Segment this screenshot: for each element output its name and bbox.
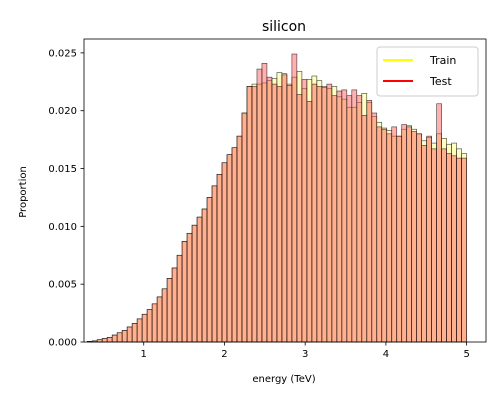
bar-test-64	[406, 126, 413, 343]
bar-test-65	[411, 131, 417, 343]
bar-test-17	[171, 267, 178, 343]
bar-test-66	[416, 133, 422, 343]
bar-test-58	[376, 126, 383, 343]
bar-test-41	[291, 53, 298, 343]
bar-test-43	[301, 79, 308, 343]
legend-box	[376, 46, 479, 97]
bar-test-45	[311, 83, 318, 343]
y-tick-label-3: 0.015	[48, 164, 77, 175]
bar-test-69	[431, 148, 437, 343]
bar-test-63	[401, 124, 408, 343]
x-tick-label-1: 2	[221, 349, 227, 360]
x-tick-label-3: 4	[383, 349, 389, 360]
bar-test-68	[426, 135, 432, 343]
y-tick-label-4: 0.020	[48, 106, 77, 117]
bar-test-3	[101, 338, 108, 343]
bar-test-57	[371, 112, 378, 343]
bar-test-29	[231, 147, 238, 343]
bar-test-30	[236, 135, 243, 343]
bar-test-51	[341, 89, 348, 343]
bar-test-14	[156, 296, 163, 343]
axes-frame	[83, 38, 487, 343]
bar-test-10	[136, 318, 143, 343]
bar-test-44	[306, 101, 313, 343]
bar-test-11	[141, 313, 148, 343]
bar-test-26	[216, 174, 223, 343]
y-tick-label-1: 0.005	[48, 280, 77, 291]
bar-test-15	[161, 288, 168, 343]
bar-test-6	[116, 332, 123, 343]
bar-test-60	[386, 133, 393, 343]
bar-test-5	[111, 334, 118, 343]
legend: Train Test	[376, 46, 479, 97]
bar-test-33	[251, 86, 258, 343]
bar-test-59	[381, 128, 388, 343]
bar-test-49	[331, 95, 338, 343]
bar-test-74	[456, 157, 462, 343]
series-train	[86, 71, 467, 343]
bar-test-56	[366, 99, 373, 343]
bar-test-53	[351, 89, 358, 343]
bar-test-18	[176, 254, 183, 343]
bar-test-9	[131, 323, 138, 343]
legend-label-train: Train	[429, 54, 456, 67]
bar-test-39	[281, 74, 288, 343]
y-tick-label-5: 0.025	[48, 48, 77, 59]
bar-test-12	[146, 309, 153, 343]
bar-test-67	[421, 145, 427, 343]
bar-test-4	[106, 337, 113, 343]
bar-test-70	[436, 103, 442, 343]
bar-test-16	[166, 278, 173, 343]
bar-test-50	[336, 90, 343, 343]
bar-test-62	[396, 135, 403, 343]
chart-title: silicon	[262, 19, 306, 35]
bar-test-52	[346, 95, 353, 343]
bar-test-35	[261, 62, 268, 343]
x-tick-label-2: 3	[302, 349, 308, 360]
legend-label-test: Test	[429, 75, 452, 88]
bar-test-19	[181, 241, 188, 343]
bar-test-8	[126, 326, 133, 343]
bar-test-54	[356, 95, 363, 343]
bar-test-21	[191, 224, 198, 343]
bar-test-31	[241, 112, 248, 343]
bar-test-55	[361, 115, 368, 343]
bar-test-47	[321, 87, 328, 343]
bar-test-72	[446, 153, 452, 343]
bar-test-71	[441, 148, 447, 343]
bar-test-20	[186, 232, 193, 343]
bar-test-28	[226, 154, 233, 343]
x-tick-label-0: 1	[141, 349, 147, 360]
bar-test-27	[221, 162, 228, 343]
bar-test-7	[121, 330, 128, 343]
x-axis-label: energy (TeV)	[252, 374, 315, 385]
axes: 1 2 3 4 5 0.000 0.005 0.010 0.015 0.020 0.025	[48, 38, 487, 360]
bar-test-23	[201, 208, 208, 343]
bar-test-25	[211, 185, 218, 343]
bar-test-40	[286, 84, 293, 343]
bar-test-48	[326, 83, 333, 343]
bar-test-37	[271, 83, 278, 343]
bar-test-34	[256, 68, 263, 343]
bar-test-24	[206, 197, 213, 343]
bar-test-22	[196, 216, 203, 343]
y-tick-label-0: 0.000	[48, 338, 77, 349]
bar-test-42	[296, 94, 303, 343]
bar-test-73	[451, 155, 457, 343]
bar-test-32	[246, 86, 253, 343]
bar-test-75	[461, 157, 467, 343]
x-tick-label-4: 5	[463, 349, 469, 360]
bar-test-38	[276, 86, 283, 343]
bar-test-46	[316, 86, 323, 343]
y-axis-label: Proportion	[18, 166, 29, 218]
bar-test-36	[266, 76, 273, 343]
bar-test-61	[391, 126, 398, 343]
y-tick-label-2: 0.010	[48, 222, 77, 233]
bar-test-13	[151, 303, 158, 343]
